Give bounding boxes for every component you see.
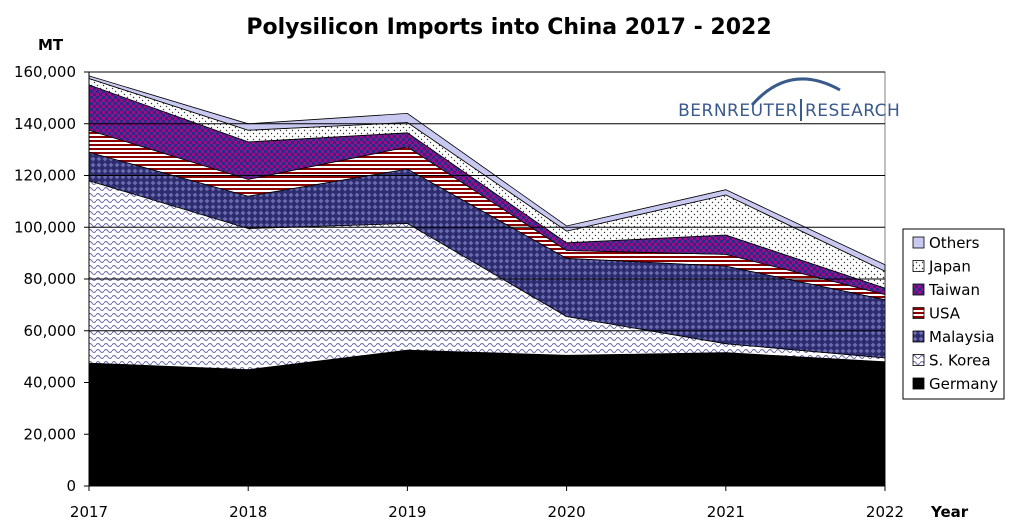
legend-swatch-germany (912, 377, 925, 390)
y-tick-label: 20,000 (24, 425, 77, 443)
gridlines-overlay (89, 71, 885, 435)
y-tick-label: 120,000 (14, 167, 76, 185)
logo-arc (750, 77, 841, 106)
y-tick-label: 60,000 (24, 322, 77, 340)
chart-legend: Others Japan Taiwan USA Malaysia S. Korea Germ… (902, 228, 1005, 400)
legend-swatch-japan (912, 260, 925, 272)
logo-left-text: BERNREUTER (678, 101, 798, 121)
x-tick-label: 2020 (548, 503, 586, 521)
legend-swatch-malaysia (912, 330, 925, 343)
legend-label-japan: Japan (928, 258, 971, 276)
legend-label-others: Others (929, 234, 980, 252)
y-tick-label: 160,000 (14, 63, 76, 81)
legend-label-usa: USA (929, 305, 961, 323)
axes (84, 71, 886, 491)
x-tick-labels: 2017 2018 2019 2020 2021 2022 (70, 503, 904, 521)
y-tick-label: 100,000 (14, 218, 76, 236)
y-tick-label: 40,000 (24, 374, 77, 392)
legend-swatch-others (912, 236, 925, 249)
x-tick-label: 2022 (866, 503, 904, 521)
x-tick-label: 2019 (388, 503, 426, 521)
area-germany (88, 349, 886, 487)
logo-right-text: RESEARCH (805, 101, 900, 121)
x-tick-label: 2018 (229, 503, 267, 521)
y-tick-labels: 0 20,000 40,000 60,000 80,000 100,000 120,000 1… (14, 63, 76, 495)
legend-swatch-usa (912, 307, 925, 319)
y-axis-label: MT (38, 36, 64, 54)
legend-label-malaysia: Malaysia (929, 328, 995, 346)
legend-swatch-s-korea (912, 354, 925, 366)
chart-title: Polysilicon Imports into China 2017 - 20… (246, 15, 771, 40)
stacked-areas (88, 75, 886, 487)
legend-label-taiwan: Taiwan (928, 281, 980, 299)
logo-divider (800, 99, 802, 121)
area-others (88, 75, 886, 272)
plot-area (88, 71, 886, 487)
y-tick-label: 0 (66, 477, 76, 495)
legend-label-s-korea: S. Korea (929, 352, 991, 370)
legend-label-germany: Germany (929, 375, 998, 393)
x-axis-label: Year (930, 503, 969, 521)
bernreuter-research-logo: BERNREUTER RESEARCH (678, 77, 900, 121)
x-tick-label: 2017 (70, 503, 108, 521)
y-tick-label: 140,000 (14, 115, 76, 133)
legend-swatch-taiwan (912, 283, 925, 296)
y-tick-label: 80,000 (24, 270, 77, 288)
x-tick-label: 2021 (707, 503, 745, 521)
